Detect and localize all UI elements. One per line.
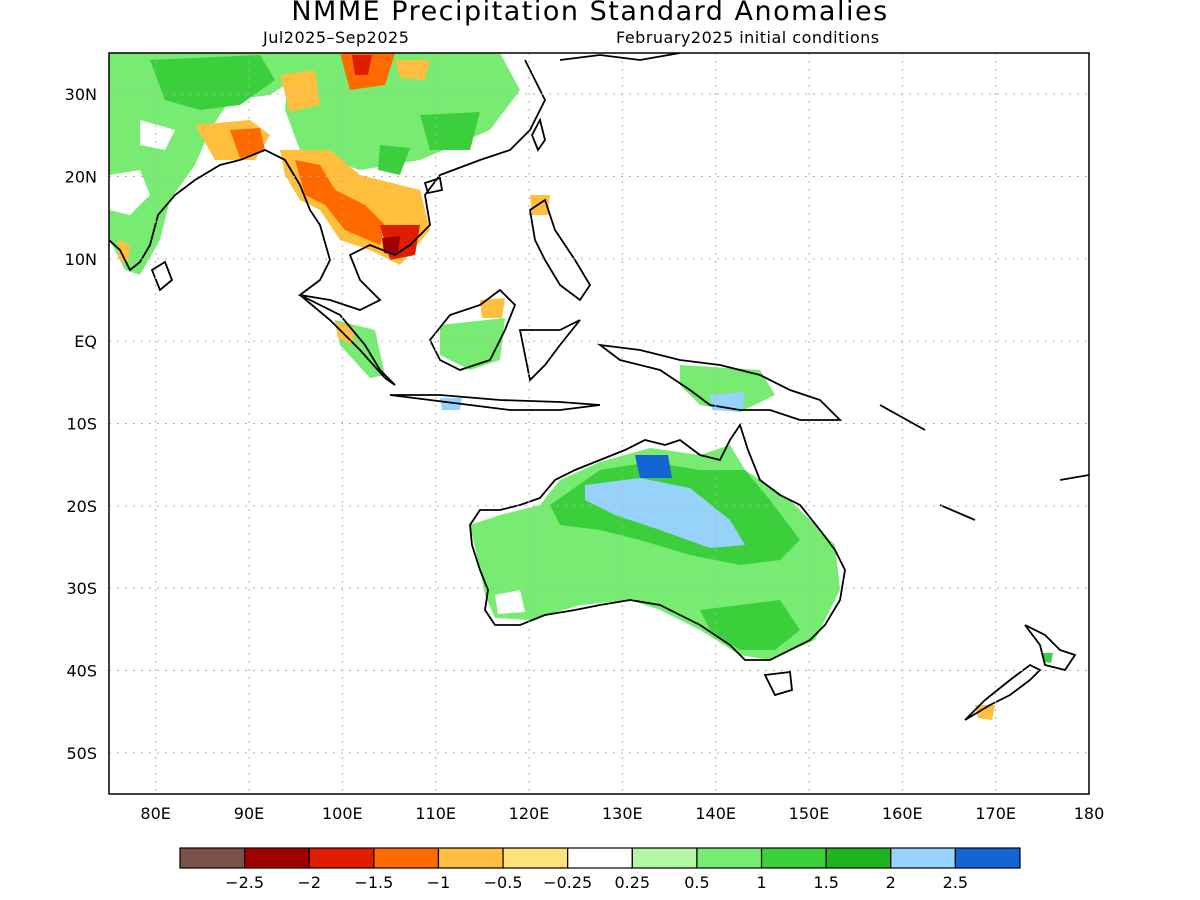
colorbar-label: 1.5: [813, 873, 838, 892]
map-frame: [108, 52, 1090, 795]
colorbar-label: −2.5: [225, 873, 264, 892]
colorbar: [179, 847, 1021, 869]
colorbar-swatch: [825, 847, 892, 869]
colorbar-swatch: [502, 847, 569, 869]
colorbar-swatch: [696, 847, 763, 869]
lat-label: 30S: [66, 579, 97, 598]
longitude-labels: 80E 90E 100E 110E 120E 130E 140E 150E 160E 170E 18…: [140, 804, 1104, 823]
lon-label: 110E: [415, 804, 456, 823]
lat-label: 20S: [66, 497, 97, 516]
map-plot-area: [109, 53, 1089, 794]
colorbar-swatch: [954, 847, 1021, 869]
colorbar-swatch: [179, 847, 246, 869]
colorbar-label: 0.25: [614, 873, 650, 892]
graticule: [109, 53, 1089, 794]
lon-label: 100E: [322, 804, 363, 823]
lon-label: 140E: [695, 804, 736, 823]
forecast-period: Jul2025–Sep2025: [263, 28, 410, 47]
colorbar-label: 2.5: [943, 873, 968, 892]
lat-label: 10N: [65, 250, 97, 269]
coastlines: [109, 53, 1089, 721]
colorbar-swatch: [567, 847, 633, 869]
latitude-labels: 30N 20N 10N EQ 10S 20S 30S 40S 50S: [65, 85, 97, 763]
lon-label: 160E: [882, 804, 923, 823]
lon-label: 130E: [602, 804, 643, 823]
colorbar-label: 2: [886, 873, 896, 892]
map-title: NMME Precipitation Standard Anomalies: [291, 0, 889, 27]
colorbar-label: −1.5: [354, 873, 393, 892]
lon-label: 90E: [234, 804, 264, 823]
colorbar-swatch: [437, 847, 504, 869]
lat-label: EQ: [74, 332, 97, 351]
colorbar-label: −2: [297, 873, 321, 892]
lat-label: 50S: [66, 744, 97, 763]
initial-conditions: February2025 initial conditions: [616, 28, 880, 47]
colorbar-label: 1: [756, 873, 766, 892]
lon-label: 80E: [140, 804, 170, 823]
colorbar-label: −1: [427, 873, 451, 892]
lat-label: 40S: [66, 662, 97, 681]
colorbar-swatch: [890, 847, 956, 869]
colorbar-labels: −2.5 −2 −1.5 −1 −0.5 −0.25 0.25 0.5 1 1.5 2 2.5: [225, 873, 968, 892]
anomaly-shading: [109, 53, 1053, 720]
lon-label: 120E: [509, 804, 550, 823]
colorbar-swatch: [373, 847, 440, 869]
colorbar-swatch: [760, 847, 827, 869]
colorbar-label: −0.5: [484, 873, 523, 892]
lon-label: 170E: [975, 804, 1016, 823]
colorbar-swatch: [308, 847, 375, 869]
colorbar-swatch: [244, 847, 310, 869]
colorbar-swatch: [631, 847, 698, 869]
lat-label: 20N: [65, 168, 97, 187]
lat-label: 30N: [65, 85, 97, 104]
colorbar-label: 0.5: [684, 873, 709, 892]
lon-label: 180: [1074, 804, 1105, 823]
colorbar-label: −0.25: [543, 873, 592, 892]
lon-label: 150E: [789, 804, 830, 823]
lat-label: 10S: [66, 415, 97, 434]
